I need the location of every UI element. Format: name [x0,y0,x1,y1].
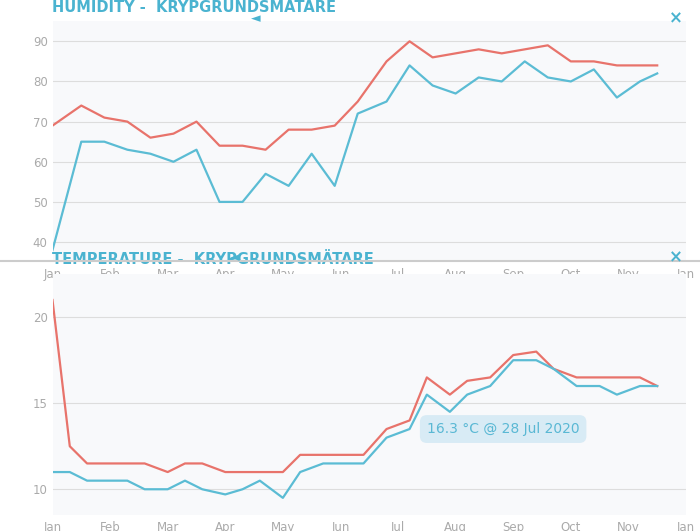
Text: ×: × [668,249,682,267]
Text: ◄: ◄ [251,12,260,25]
Text: HUMIDITY -  KRYPGRUNDSMÄTARE: HUMIDITY - KRYPGRUNDSMÄTARE [52,0,337,14]
Text: TEMPERATURE -  KRYPGRUNDSMÄTARE: TEMPERATURE - KRYPGRUNDSMÄTARE [52,252,374,268]
Text: 16.3 °C @ 28 Jul 2020: 16.3 °C @ 28 Jul 2020 [427,422,580,436]
Text: ◄: ◄ [230,251,239,264]
Text: ×: × [668,10,682,28]
